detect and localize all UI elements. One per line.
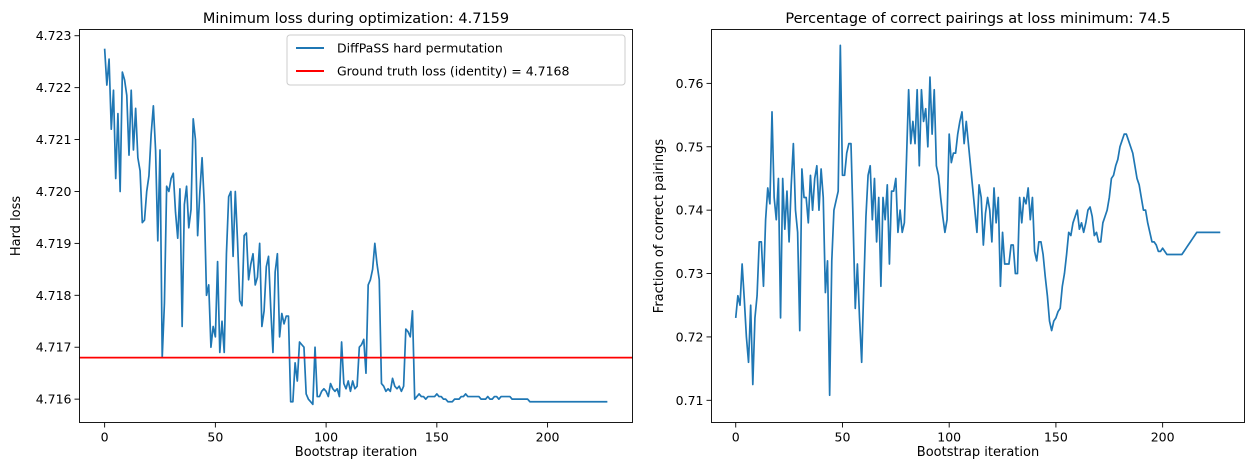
loss-series-line xyxy=(103,48,608,406)
loss-y-tick-label: 4.716 xyxy=(36,392,72,407)
loss-y-tick-label: 4.721 xyxy=(36,132,72,147)
loss-chart-title: Minimum loss during optimization: 4.7159 xyxy=(203,11,509,27)
pairing-x-tick-label: 100 xyxy=(937,430,961,445)
pairing-series-path-0 xyxy=(734,44,1221,397)
loss-x-tick-label: 50 xyxy=(207,430,223,445)
loss-chart: Minimum loss during optimization: 4.7159… xyxy=(9,11,633,460)
loss-x-tick-label: 150 xyxy=(425,430,449,445)
pairing-y-tick-label: 0.74 xyxy=(676,203,704,218)
pairing-y-axis-label: Fraction of correct pairings xyxy=(652,139,667,314)
pairing-x-tick-label: 50 xyxy=(835,430,851,445)
loss-x-axis-label: Bootstrap iteration xyxy=(295,445,417,460)
loss-y-tick-label: 4.723 xyxy=(36,28,72,43)
loss-legend: DiffPaSS hard permutation Ground truth l… xyxy=(286,34,626,86)
pairing-x-ticks: 0 50 100 150 200 xyxy=(732,422,1175,445)
loss-y-axis-label: Hard loss xyxy=(9,196,24,257)
pairing-y-tick-label: 0.76 xyxy=(676,76,704,91)
loss-y-tick-label: 4.718 xyxy=(36,288,72,303)
pairing-chart-frame xyxy=(711,29,1245,423)
loss-x-tick-label: 0 xyxy=(101,430,109,445)
pairing-y-tick-label: 0.71 xyxy=(676,393,704,408)
loss-y-tick-label: 4.722 xyxy=(36,80,72,95)
pairing-y-tick-label: 0.73 xyxy=(676,266,704,281)
loss-x-ticks: 0 50 100 150 200 xyxy=(101,422,560,445)
pairing-y-tick-label: 0.75 xyxy=(676,139,704,154)
loss-x-tick-label: 100 xyxy=(314,430,338,445)
pairing-x-tick-label: 0 xyxy=(732,430,740,445)
pairing-x-tick-label: 200 xyxy=(1151,430,1175,445)
loss-series-path-0 xyxy=(103,48,608,406)
pairing-y-tick-label: 0.72 xyxy=(676,329,704,344)
pairing-series-line xyxy=(734,44,1221,397)
pairing-x-tick-label: 150 xyxy=(1044,430,1068,445)
loss-y-ticks: 4.716 4.717 4.718 4.719 4.720 4.721 4.722 4.723 xyxy=(36,28,80,407)
loss-y-tick-label: 4.717 xyxy=(36,340,72,355)
pairing-chart-plot: 0 50 100 150 200 0.71 0.72 0.73 0.74 0.75 0.76 xyxy=(676,29,1245,445)
legend-frame xyxy=(286,34,626,86)
legend-entry-ground-truth: Ground truth loss (identity) = 4.7168 xyxy=(337,64,569,79)
loss-y-tick-label: 4.719 xyxy=(36,236,72,251)
loss-chart-plot: 0 50 100 150 200 4.7164.7174.7184.7194.7204.… xyxy=(36,28,633,445)
pairing-x-axis-label: Bootstrap iteration xyxy=(917,445,1039,460)
pairing-chart-title: Percentage of correct pairings at loss m… xyxy=(785,11,1170,27)
legend-entry-diffpass: DiffPaSS hard permutation xyxy=(337,41,503,56)
loss-x-tick-label: 200 xyxy=(536,430,560,445)
pairing-chart: Percentage of correct pairings at loss m… xyxy=(652,11,1245,460)
pairing-y-ticks: 0.71 0.72 0.73 0.74 0.75 0.76 xyxy=(676,76,712,408)
loss-chart-frame xyxy=(79,29,633,423)
loss-y-tick-label: 4.720 xyxy=(36,184,72,199)
